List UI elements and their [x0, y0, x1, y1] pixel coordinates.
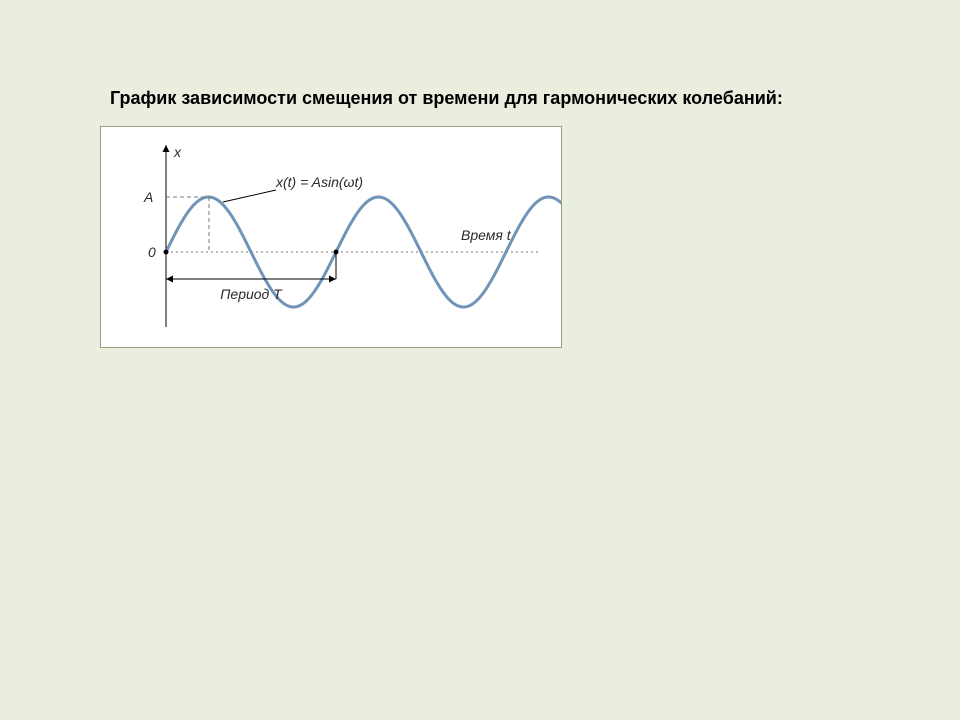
- period-label: Период T: [220, 286, 283, 302]
- amplitude-label: A: [143, 189, 153, 205]
- y-axis-label: x: [173, 144, 182, 160]
- chart-figure: x A 0 x(t) = Asin(ωt) Период T Время t: [100, 126, 562, 348]
- period-arrow-left: [166, 276, 173, 283]
- period-arrow-right: [329, 276, 336, 283]
- formula-leader: [223, 190, 276, 202]
- chart-svg: x A 0 x(t) = Asin(ωt) Период T Время t: [101, 127, 561, 347]
- origin-point: [164, 250, 169, 255]
- y-axis-arrow: [163, 145, 170, 152]
- slide-title: График зависимости смещения от времени д…: [110, 88, 783, 109]
- formula-label: x(t) = Asin(ωt): [275, 174, 363, 190]
- period-end-point: [334, 250, 339, 255]
- time-label: Время t: [461, 227, 512, 243]
- origin-label: 0: [148, 244, 156, 260]
- slide: График зависимости смещения от времени д…: [0, 0, 960, 720]
